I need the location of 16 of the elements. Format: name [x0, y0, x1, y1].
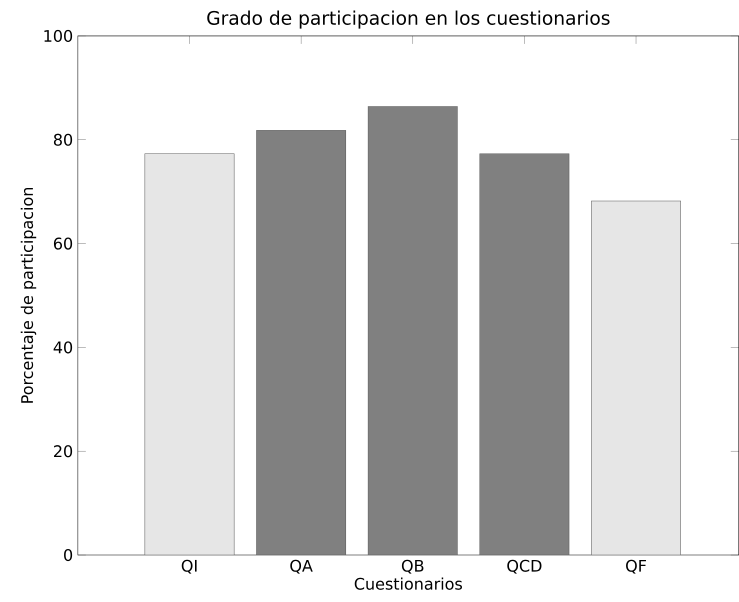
y-tick-label: 0: [64, 549, 72, 562]
y-tick-label: 60: [54, 238, 72, 250]
bar: [591, 200, 681, 556]
y-axis-title: Porcentaje de participacion: [20, 188, 36, 403]
chart-title: Grado de participacion en los cuestionarios: [207, 10, 610, 29]
x-tick-label: QI: [182, 560, 197, 574]
y-tick-label: 100: [44, 30, 72, 42]
y-tick-label: 40: [54, 341, 72, 354]
x-tick-label: QB: [402, 560, 424, 574]
x-tick-label: QA: [290, 560, 313, 574]
y-tick-label: 20: [54, 445, 72, 458]
x-axis-title: Cuestionarios: [354, 577, 462, 590]
y-tick-label: 80: [54, 134, 72, 146]
x-tick-label: QCD: [507, 560, 542, 574]
bar: [368, 106, 458, 556]
x-tick-label: QF: [626, 560, 646, 574]
